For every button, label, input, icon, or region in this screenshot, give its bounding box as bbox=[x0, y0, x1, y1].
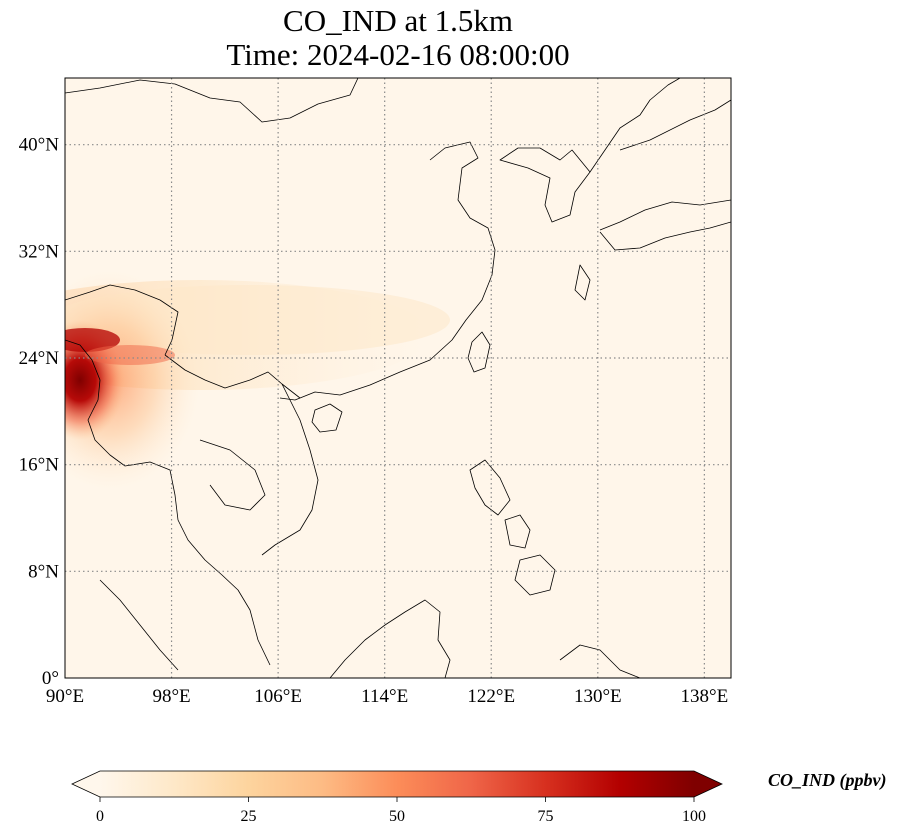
plume-band bbox=[65, 328, 120, 352]
longitude-axis: 90°E 98°E 106°E 114°E 122°E 130°E 138°E bbox=[46, 686, 728, 707]
concentration-field bbox=[65, 78, 731, 678]
latitude-tick-label: 16°N bbox=[19, 455, 60, 476]
colorbar-extend-high bbox=[694, 771, 722, 797]
title-line-1: CO_IND at 1.5km bbox=[283, 3, 513, 38]
latitude-tick-label: 32°N bbox=[19, 241, 60, 262]
longitude-tick-label: 138°E bbox=[681, 686, 729, 707]
map-frame bbox=[64, 77, 732, 679]
colorbar-title: CO_IND (ppbv) bbox=[768, 770, 887, 790]
latitude-tick-label: 0° bbox=[42, 668, 59, 689]
longitude-tick-label: 122°E bbox=[467, 686, 515, 707]
longitude-tick-label: 90°E bbox=[46, 686, 84, 707]
latitude-tick-label: 8°N bbox=[28, 561, 59, 582]
latitude-axis: 0° 8°N 16°N 24°N 32°N 40°N bbox=[19, 135, 60, 689]
colorbar-gradient bbox=[100, 771, 694, 797]
colorbar-tick-label: 75 bbox=[538, 808, 554, 825]
title-line-2: Time: 2024-02-16 08:00:00 bbox=[226, 37, 570, 72]
longitude-tick-label: 114°E bbox=[361, 686, 408, 707]
longitude-tick-label: 130°E bbox=[574, 686, 622, 707]
colorbar-tick-label: 50 bbox=[389, 808, 405, 825]
latitude-tick-label: 40°N bbox=[19, 135, 60, 156]
colorbar-tick-label: 0 bbox=[96, 808, 104, 825]
colorbar-ticks: 0 25 50 75 100 bbox=[96, 797, 706, 825]
plume-halo bbox=[65, 270, 200, 490]
plume-band bbox=[85, 345, 175, 365]
gridlines bbox=[65, 78, 731, 678]
colorbar-extend-low bbox=[72, 771, 100, 797]
colorbar: 0 25 50 75 100 bbox=[71, 770, 723, 825]
map-title: CO_IND at 1.5km Time: 2024-02-16 08:00:0… bbox=[65, 4, 731, 72]
colorbar-tick-label: 25 bbox=[241, 808, 257, 825]
longitude-tick-label: 98°E bbox=[152, 686, 190, 707]
colorbar-tick-label: 100 bbox=[682, 808, 706, 825]
coastlines bbox=[65, 78, 731, 678]
latitude-tick-label: 24°N bbox=[19, 348, 60, 369]
longitude-tick-label: 106°E bbox=[254, 686, 302, 707]
